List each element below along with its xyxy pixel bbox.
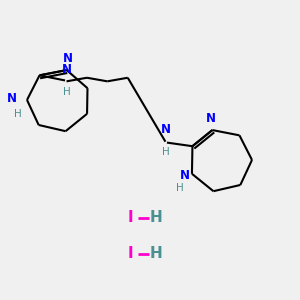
Text: N: N — [160, 123, 170, 136]
Text: H: H — [14, 109, 22, 119]
Text: N: N — [7, 92, 16, 105]
Text: H: H — [63, 87, 70, 97]
Text: N: N — [63, 52, 73, 65]
Text: H: H — [176, 183, 184, 193]
Text: I: I — [128, 210, 133, 225]
Text: N: N — [180, 169, 190, 182]
Text: N: N — [61, 63, 71, 76]
Text: I: I — [128, 246, 133, 261]
Text: H: H — [162, 147, 169, 157]
Text: N: N — [206, 112, 216, 125]
Text: H: H — [150, 210, 162, 225]
Text: H: H — [150, 246, 162, 261]
